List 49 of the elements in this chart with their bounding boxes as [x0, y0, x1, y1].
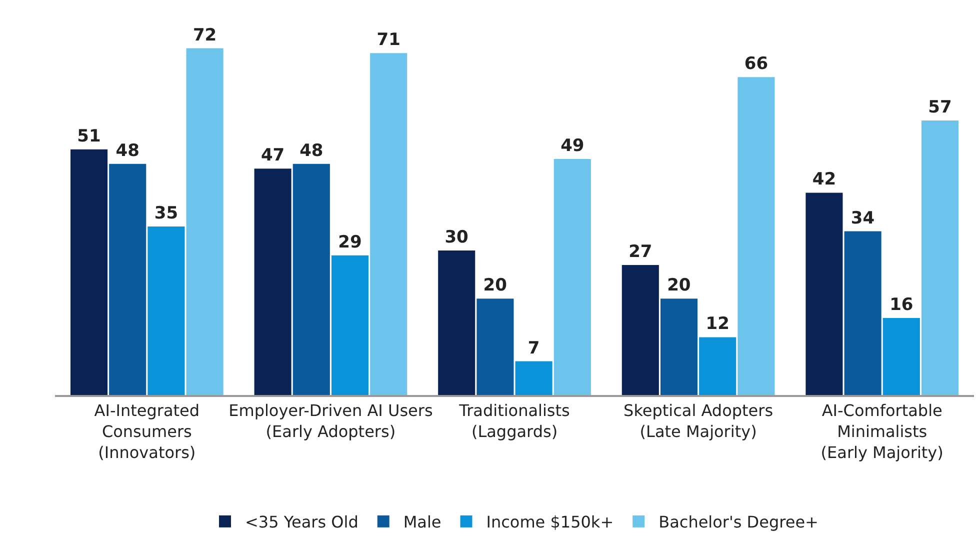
- bar: [882, 318, 920, 395]
- bar: [186, 48, 224, 395]
- bar: [370, 53, 408, 395]
- bar: [554, 159, 591, 395]
- data-label: 20: [483, 276, 508, 296]
- bar: [476, 298, 514, 395]
- bar: [622, 264, 659, 395]
- data-label: 7: [528, 338, 540, 358]
- data-label: 35: [154, 203, 178, 224]
- data-label: 29: [338, 232, 362, 252]
- data-label: 49: [560, 136, 584, 156]
- x-tick-label: Employer-Driven AI Users (Early Adopters): [228, 401, 433, 441]
- bar: [254, 168, 292, 395]
- bar: [699, 337, 736, 395]
- data-label: 16: [890, 294, 914, 315]
- bar: [660, 298, 698, 395]
- bar: [438, 250, 476, 395]
- x-tick-label: Traditionalists (Laggards): [458, 401, 570, 441]
- bar: [148, 226, 185, 395]
- bar: [70, 149, 108, 395]
- x-tick-label: AI-Comfortable Minimalists (Early Majority): [820, 401, 944, 462]
- bar: [292, 164, 330, 395]
- data-label: 47: [260, 146, 285, 166]
- bar: [844, 231, 882, 395]
- data-label: 12: [706, 314, 730, 334]
- data-label: 66: [744, 54, 768, 74]
- bar: [331, 255, 369, 395]
- data-label: 57: [928, 97, 952, 118]
- data-label: 27: [628, 242, 652, 262]
- data-label: 71: [376, 30, 400, 50]
- x-tick-label: AI-Integrated Consumers (Innovators): [94, 401, 200, 462]
- data-label: 42: [812, 170, 836, 190]
- bar: [738, 77, 775, 395]
- bar: [515, 361, 552, 395]
- legend-label: Male: [403, 512, 442, 532]
- bar: [109, 164, 146, 395]
- bar: [921, 120, 959, 395]
- legend-label: Bachelor's Degree+: [658, 512, 818, 532]
- legend-label: Income $150k+: [486, 512, 614, 532]
- data-label: 51: [77, 126, 101, 146]
- data-label: 72: [192, 25, 217, 46]
- legend-label: <35 Years Old: [245, 512, 358, 532]
- data-label: 48: [116, 140, 140, 161]
- bar: [806, 192, 843, 395]
- x-tick-label: Skeptical Adopters (Late Majority): [624, 401, 774, 441]
- data-label: 20: [667, 276, 691, 296]
- data-label: 34: [850, 208, 875, 228]
- data-label: 48: [300, 140, 324, 161]
- data-label: 30: [444, 228, 469, 248]
